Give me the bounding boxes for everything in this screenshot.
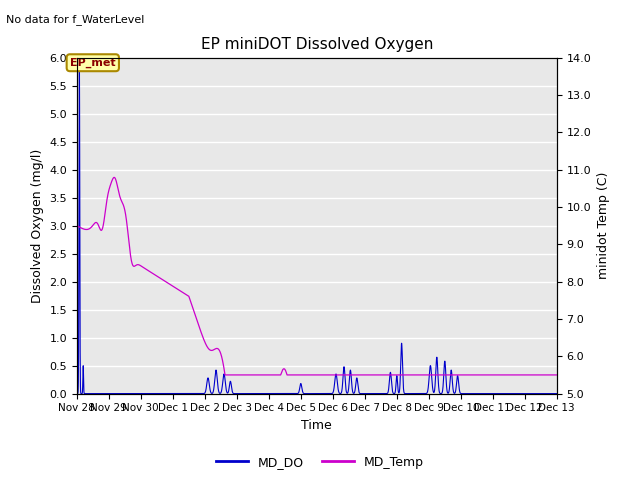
X-axis label: Time: Time [301,419,332,432]
Y-axis label: minidot Temp (C): minidot Temp (C) [597,172,610,279]
Y-axis label: Dissolved Oxygen (mg/l): Dissolved Oxygen (mg/l) [31,148,44,303]
Title: EP miniDOT Dissolved Oxygen: EP miniDOT Dissolved Oxygen [200,37,433,52]
Legend: MD_DO, MD_Temp: MD_DO, MD_Temp [211,451,429,474]
Text: EP_met: EP_met [70,58,116,68]
Text: No data for f_WaterLevel: No data for f_WaterLevel [6,14,145,25]
